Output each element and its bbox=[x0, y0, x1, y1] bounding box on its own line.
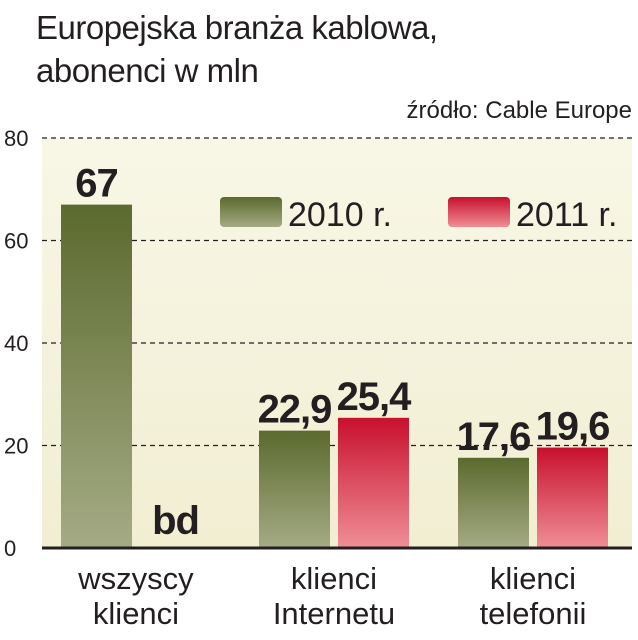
data-label: 25,4 bbox=[337, 375, 413, 419]
chart-source: źródło: Cable Europe bbox=[406, 97, 632, 124]
legend-label: 2010 r. bbox=[288, 196, 392, 234]
legend: 2010 r. 2011 r. bbox=[220, 196, 617, 234]
y-tick-label: 40 bbox=[4, 331, 28, 356]
chart-title-line-1: Europejska branża kablowa, bbox=[36, 9, 438, 46]
data-label: 22,9 bbox=[258, 388, 332, 432]
bar-2010 bbox=[61, 204, 132, 548]
category-label: klienci bbox=[490, 561, 576, 596]
data-label: 19,6 bbox=[536, 405, 610, 449]
bar-2010 bbox=[458, 457, 529, 548]
legend-swatch bbox=[448, 197, 510, 227]
bar-2010 bbox=[259, 430, 330, 548]
y-tick-label: 0 bbox=[4, 536, 16, 561]
y-tick-label: 80 bbox=[4, 126, 28, 151]
chart-title: Europejska branża kablowa, abonenci w ml… bbox=[36, 6, 438, 92]
category-labels: wszyscyklienciklienciInternetukliencitel… bbox=[77, 561, 586, 631]
y-tick-label: 20 bbox=[4, 434, 28, 459]
category-label: telefonii bbox=[480, 596, 587, 631]
chart-title-line-2: abonenci w mln bbox=[36, 52, 259, 89]
data-label: 67 bbox=[75, 162, 118, 206]
value-labels: 67 bd 22,9 25,4 17,6 19,6 bbox=[75, 162, 610, 543]
legend-swatch bbox=[220, 197, 282, 227]
y-axis-ticks: 0 20 40 60 80 bbox=[4, 126, 28, 561]
bar-2011 bbox=[537, 447, 608, 548]
bars bbox=[61, 204, 608, 548]
category-label: klienci bbox=[291, 561, 377, 596]
y-tick-label: 60 bbox=[4, 229, 28, 254]
data-label: bd bbox=[152, 499, 199, 543]
category-label: klienci bbox=[93, 596, 179, 631]
data-label: 17,6 bbox=[457, 415, 531, 459]
legend-label: 2011 r. bbox=[516, 196, 617, 234]
category-label: wszyscy bbox=[77, 561, 194, 596]
bar-2011 bbox=[338, 417, 409, 548]
category-label: Internetu bbox=[273, 596, 395, 631]
plot-area bbox=[42, 138, 632, 548]
